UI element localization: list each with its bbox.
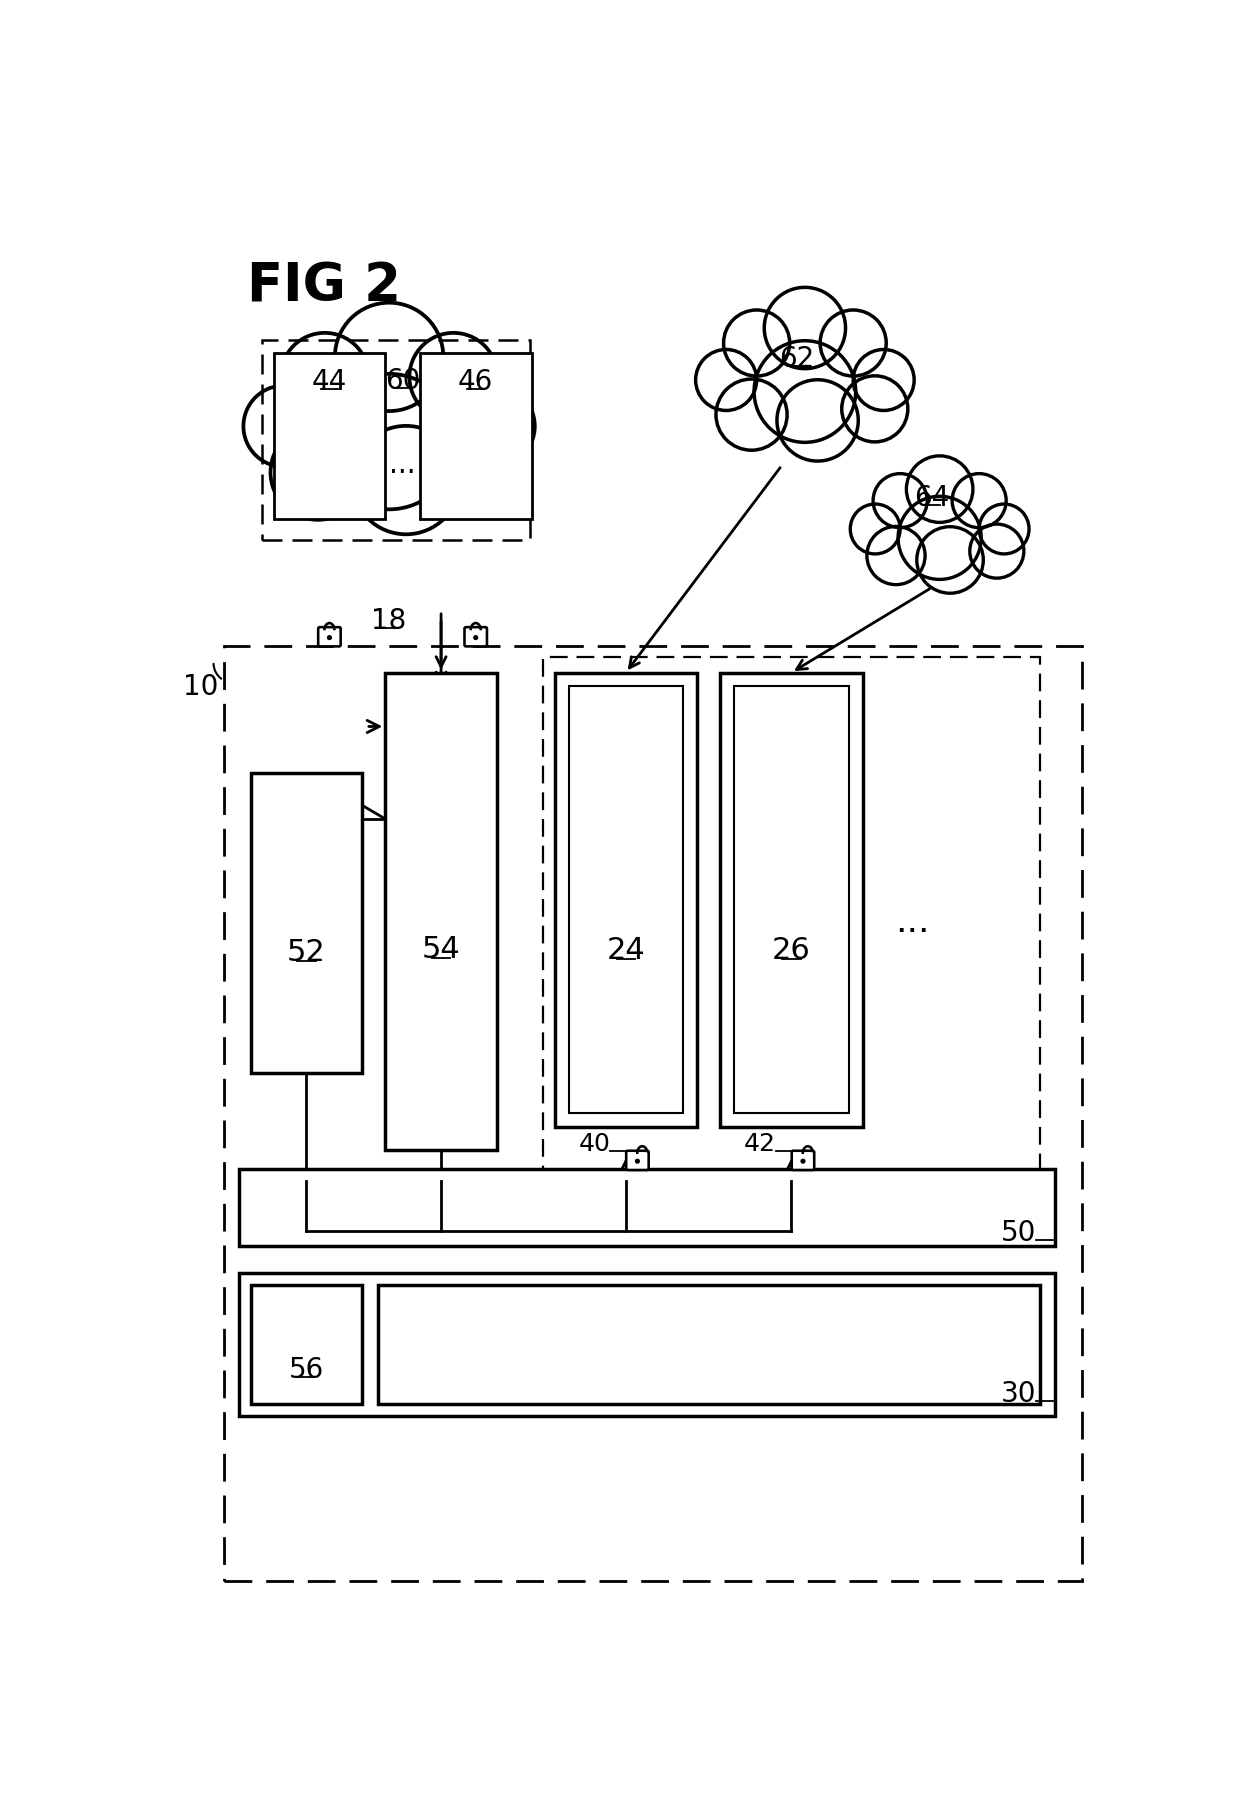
- Bar: [262, 340, 529, 540]
- Circle shape: [335, 302, 444, 411]
- Circle shape: [474, 635, 479, 640]
- Circle shape: [970, 524, 1024, 578]
- FancyBboxPatch shape: [626, 1151, 649, 1170]
- Circle shape: [438, 420, 526, 509]
- Bar: [554, 673, 697, 1128]
- Circle shape: [906, 457, 973, 522]
- Text: 18: 18: [372, 608, 407, 635]
- Circle shape: [696, 349, 756, 411]
- Text: 44: 44: [311, 369, 347, 397]
- Circle shape: [898, 497, 981, 580]
- Bar: [250, 773, 362, 1073]
- Circle shape: [243, 386, 325, 467]
- Text: 40: 40: [579, 1131, 610, 1157]
- Bar: [734, 686, 849, 1113]
- Circle shape: [867, 526, 925, 584]
- Text: ...: ...: [895, 906, 930, 939]
- Text: 64: 64: [914, 484, 950, 511]
- Circle shape: [873, 473, 928, 528]
- FancyBboxPatch shape: [319, 628, 341, 646]
- Circle shape: [352, 426, 460, 535]
- Circle shape: [777, 380, 858, 460]
- Circle shape: [853, 349, 914, 411]
- Circle shape: [952, 473, 1006, 528]
- Circle shape: [820, 309, 887, 377]
- Bar: [386, 673, 497, 1150]
- Circle shape: [327, 635, 332, 640]
- Circle shape: [454, 386, 534, 467]
- Bar: [239, 1273, 1055, 1415]
- Circle shape: [754, 340, 856, 442]
- Text: 26: 26: [773, 937, 811, 966]
- Circle shape: [715, 378, 787, 451]
- FancyBboxPatch shape: [791, 1151, 815, 1170]
- FancyBboxPatch shape: [465, 628, 487, 646]
- Circle shape: [851, 504, 900, 555]
- Bar: [420, 353, 532, 518]
- Circle shape: [321, 375, 456, 509]
- Circle shape: [270, 426, 366, 520]
- Text: FIG 2: FIG 2: [247, 260, 401, 313]
- Text: 30: 30: [1001, 1381, 1035, 1408]
- Bar: [223, 646, 1083, 1581]
- Bar: [274, 353, 386, 518]
- Bar: [720, 673, 863, 1128]
- Text: 56: 56: [289, 1357, 324, 1384]
- Bar: [239, 1170, 1055, 1246]
- Circle shape: [916, 528, 983, 593]
- Bar: [250, 1284, 362, 1404]
- Bar: [568, 686, 683, 1113]
- Circle shape: [764, 287, 846, 369]
- Circle shape: [409, 333, 497, 420]
- Text: ...: ...: [389, 451, 415, 478]
- Circle shape: [280, 333, 368, 420]
- Text: 10: 10: [182, 673, 218, 700]
- Text: 62: 62: [780, 346, 815, 373]
- Circle shape: [800, 1159, 806, 1164]
- Text: 24: 24: [606, 937, 645, 966]
- Circle shape: [980, 504, 1029, 555]
- Text: 60: 60: [384, 367, 420, 395]
- Text: 46: 46: [458, 369, 494, 397]
- Text: 52: 52: [286, 939, 326, 968]
- Text: 50: 50: [1001, 1219, 1035, 1248]
- Bar: [543, 657, 1040, 1181]
- Bar: [377, 1284, 1040, 1404]
- Circle shape: [842, 377, 908, 442]
- Circle shape: [635, 1159, 640, 1164]
- Circle shape: [724, 309, 790, 377]
- Text: 42: 42: [744, 1131, 776, 1157]
- Text: 54: 54: [422, 935, 460, 964]
